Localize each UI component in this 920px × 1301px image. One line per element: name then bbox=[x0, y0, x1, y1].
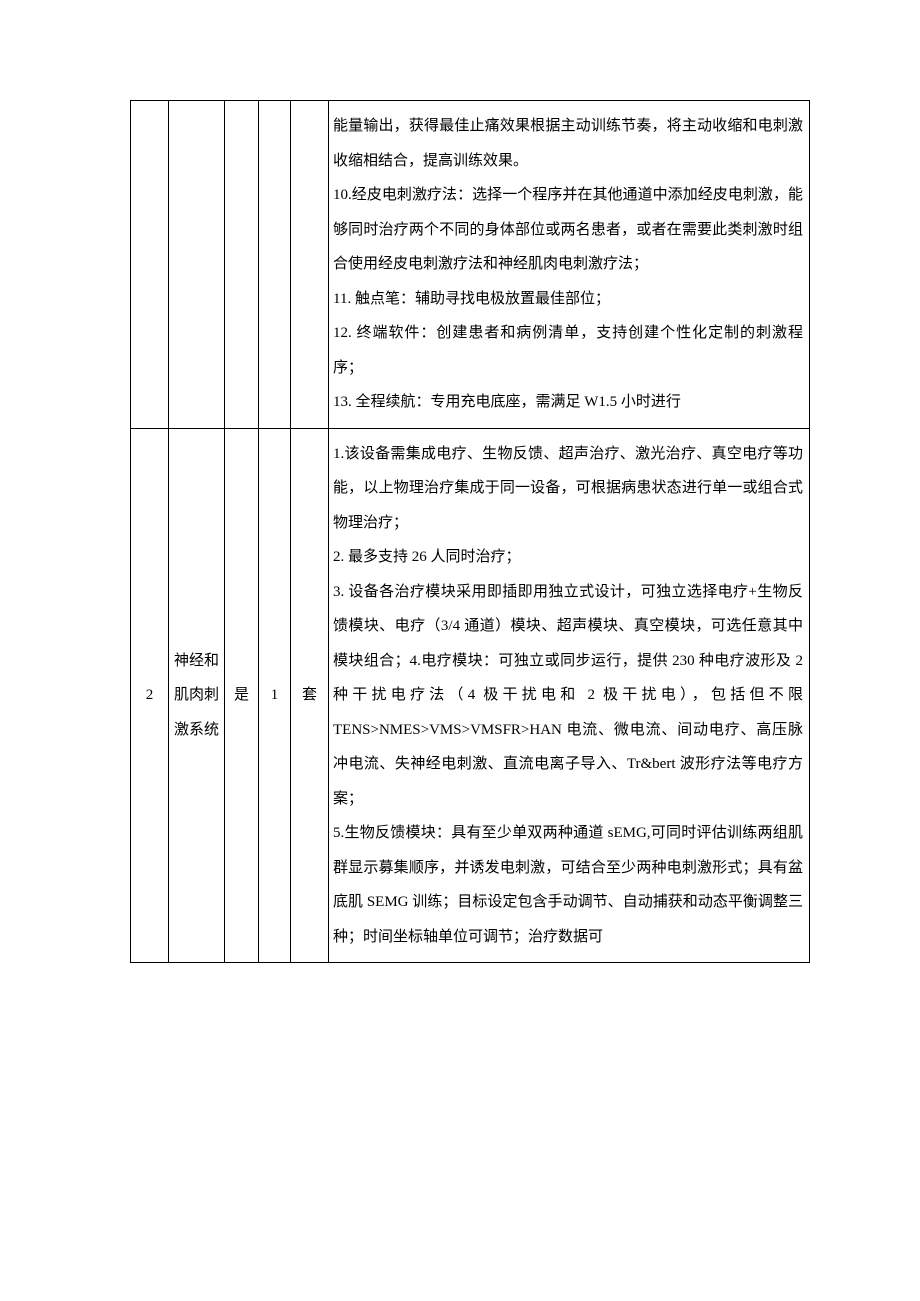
cell-idx: 2 bbox=[131, 428, 169, 963]
cell-name bbox=[169, 101, 225, 429]
cell-desc: 能量输出，获得最佳止痛效果根据主动训练节奏，将主动收缩和电刺激收缩相结合，提高训… bbox=[329, 101, 810, 429]
cell-qty: 1 bbox=[259, 428, 291, 963]
cell-idx bbox=[131, 101, 169, 429]
cell-qty bbox=[259, 101, 291, 429]
cell-unit bbox=[291, 101, 329, 429]
cell-desc: 1.该设备需集成电疗、生物反馈、超声治疗、激光治疗、真空电疗等功能，以上物理治疗… bbox=[329, 428, 810, 963]
cell-flag bbox=[225, 101, 259, 429]
cell-flag: 是 bbox=[225, 428, 259, 963]
table-row: 能量输出，获得最佳止痛效果根据主动训练节奏，将主动收缩和电刺激收缩相结合，提高训… bbox=[131, 101, 810, 429]
cell-name: 神经和肌肉刺激系统 bbox=[169, 428, 225, 963]
spec-table: 能量输出，获得最佳止痛效果根据主动训练节奏，将主动收缩和电刺激收缩相结合，提高训… bbox=[130, 100, 810, 963]
cell-unit: 套 bbox=[291, 428, 329, 963]
page: 能量输出，获得最佳止痛效果根据主动训练节奏，将主动收缩和电刺激收缩相结合，提高训… bbox=[0, 0, 920, 1023]
table-row: 2 神经和肌肉刺激系统 是 1 套 1.该设备需集成电疗、生物反馈、超声治疗、激… bbox=[131, 428, 810, 963]
